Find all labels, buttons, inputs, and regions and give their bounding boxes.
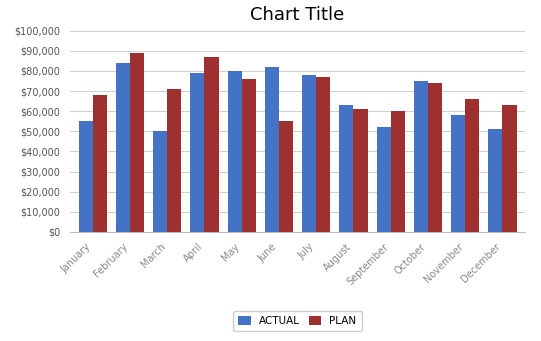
Bar: [116, 63, 130, 232]
Bar: [190, 73, 204, 232]
Bar: [228, 71, 242, 232]
Bar: [414, 81, 428, 232]
Bar: [465, 99, 479, 232]
Bar: [377, 127, 391, 232]
Bar: [489, 129, 503, 232]
Bar: [451, 115, 465, 232]
Bar: [204, 57, 219, 232]
Bar: [167, 89, 181, 232]
Bar: [78, 121, 93, 232]
Title: Chart Title: Chart Title: [250, 5, 345, 24]
Bar: [279, 121, 293, 232]
Legend: ACTUAL, PLAN: ACTUAL, PLAN: [233, 311, 362, 331]
Bar: [93, 95, 107, 232]
Bar: [265, 67, 279, 232]
Bar: [353, 109, 367, 232]
Bar: [316, 77, 331, 232]
Bar: [391, 111, 405, 232]
Bar: [428, 83, 442, 232]
Bar: [153, 131, 167, 232]
Bar: [302, 75, 316, 232]
Bar: [339, 105, 353, 232]
Bar: [503, 105, 517, 232]
Bar: [130, 53, 144, 232]
Bar: [242, 79, 256, 232]
